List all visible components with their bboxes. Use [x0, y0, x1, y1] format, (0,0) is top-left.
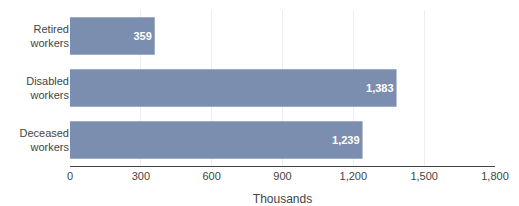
svg-text:Deceasedworkers: Deceasedworkers [19, 127, 69, 153]
svg-text:1,500: 1,500 [410, 170, 438, 182]
svg-text:Disabledworkers: Disabledworkers [26, 75, 69, 101]
svg-text:900: 900 [273, 170, 291, 182]
svg-text:359: 359 [133, 30, 151, 42]
svg-text:300: 300 [132, 170, 150, 182]
svg-text:Thousands: Thousands [253, 192, 312, 206]
svg-text:1,200: 1,200 [340, 170, 368, 182]
svg-text:600: 600 [202, 170, 220, 182]
svg-text:1,383: 1,383 [366, 82, 394, 94]
svg-text:Retiredworkers: Retiredworkers [29, 23, 69, 49]
svg-text:1,800: 1,800 [481, 170, 509, 182]
svg-text:0: 0 [67, 170, 73, 182]
svg-text:1,239: 1,239 [332, 134, 360, 146]
